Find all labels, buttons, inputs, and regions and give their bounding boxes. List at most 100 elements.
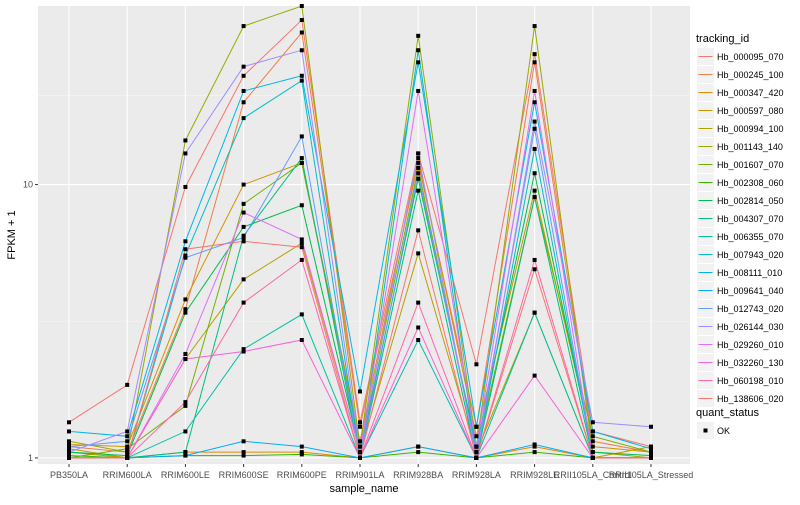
data-point-8-1 — [67, 453, 71, 458]
data-point-1-5 — [299, 17, 304, 22]
data-point-14-9 — [532, 442, 537, 447]
data-point-4-7 — [416, 156, 421, 161]
data-point-9-2 — [125, 453, 130, 458]
data-point-20-11 — [649, 455, 653, 460]
data-point-18-4 — [241, 349, 246, 354]
data-point-6-9 — [532, 24, 537, 29]
data-point-9-10 — [590, 450, 595, 455]
data-point-7-2 — [125, 446, 130, 451]
data-point-6-7 — [416, 33, 421, 38]
data-point-4-1 — [67, 442, 71, 447]
data-point-6-1 — [67, 439, 71, 444]
x-axis-title: sample_name — [329, 483, 398, 495]
data-point-20-7 — [416, 228, 421, 233]
legend: tracking_id Hb_000095_070Hb_000245_100Hb… — [696, 33, 784, 439]
data-point-7-6 — [358, 444, 362, 449]
data-point-17-8 — [474, 444, 479, 449]
data-point-10-7 — [416, 188, 421, 193]
data-point-9-5 — [299, 203, 304, 208]
data-point-11-3 — [183, 429, 188, 434]
data-point-8-5 — [299, 452, 304, 457]
data-point-1-3 — [183, 184, 188, 189]
legend-label-12: Hb_007943_020 — [717, 250, 784, 260]
data-point-9-7 — [416, 176, 421, 181]
data-point-10-5 — [299, 156, 304, 161]
legend-label-16: Hb_026144_030 — [717, 322, 784, 332]
grid-layer — [38, 6, 690, 464]
x-tick-label-0: PB350LA — [50, 470, 88, 480]
data-point-14-4 — [241, 439, 246, 444]
data-point-16-4 — [241, 64, 246, 69]
legend-label-15: Hb_012743_020 — [717, 304, 784, 314]
data-point-15-9 — [532, 126, 537, 131]
data-point-20-3 — [183, 247, 188, 252]
data-point-14-5 — [299, 444, 304, 449]
shape-legend-marker — [703, 428, 708, 433]
data-point-4-4 — [241, 182, 246, 187]
data-point-5-7 — [416, 251, 421, 256]
data-point-4-10 — [590, 444, 595, 449]
data-point-10-3 — [183, 450, 188, 455]
data-point-20-6 — [358, 455, 362, 460]
legend-label-5: Hb_000994_100 — [717, 124, 784, 134]
legend-label-9: Hb_002814_050 — [717, 196, 784, 206]
data-point-16-3 — [183, 151, 188, 156]
data-point-20-5 — [299, 245, 304, 250]
data-point-18-9 — [532, 373, 537, 378]
x-tick-label-5: RRIM901LA — [335, 470, 384, 480]
legend-label-8: Hb_002308_060 — [717, 178, 784, 188]
shape-legend-title: quant_status — [696, 407, 759, 419]
data-point-13-1 — [67, 429, 71, 434]
data-point-9-3 — [183, 310, 188, 315]
x-tick-label-4: RRIM600PE — [277, 470, 327, 480]
data-point-13-2 — [125, 434, 130, 439]
y-tick-label-0: 1 — [28, 453, 33, 463]
data-point-14-3 — [183, 453, 188, 458]
data-point-11-9 — [532, 310, 537, 315]
legend-items: Hb_000095_070 Hb_000245_100 Hb_000347_420 H… — [697, 48, 784, 407]
legend-title: tracking_id — [696, 33, 749, 45]
data-point-15-3 — [183, 255, 188, 260]
data-point-4-2 — [125, 444, 130, 449]
data-point-18-3 — [183, 357, 188, 362]
legend-label-10: Hb_004307_070 — [717, 214, 784, 224]
data-point-13-10 — [590, 429, 595, 434]
data-point-15-7 — [416, 171, 421, 176]
data-point-17-3 — [183, 351, 188, 356]
plot-panel — [38, 6, 690, 464]
data-point-12-3 — [183, 253, 188, 258]
legend-label-3: Hb_000347_420 — [717, 88, 784, 98]
data-point-11-4 — [241, 347, 246, 352]
data-point-13-4 — [241, 88, 246, 93]
data-point-5-1 — [67, 446, 71, 451]
data-point-15-4 — [241, 235, 246, 240]
data-point-20-1 — [67, 455, 71, 460]
data-point-14-7 — [416, 444, 421, 449]
legend-label-7: Hb_001607_070 — [717, 160, 784, 170]
data-point-13-7 — [416, 60, 421, 65]
data-point-2-7 — [416, 160, 421, 165]
data-point-16-9 — [532, 119, 537, 124]
data-point-7-10 — [590, 434, 595, 439]
data-point-6-2 — [125, 450, 130, 455]
data-point-6-5 — [299, 4, 304, 8]
data-point-19-9 — [532, 257, 537, 262]
data-point-16-7 — [416, 151, 421, 156]
data-point-17-7 — [416, 88, 421, 93]
x-tick-label-3: RRIM600SE — [219, 470, 269, 480]
data-point-10-9 — [532, 195, 537, 200]
data-point-17-5 — [299, 237, 304, 242]
point-layer — [67, 4, 653, 460]
data-point-16-2 — [125, 429, 130, 434]
legend-label-2: Hb_000245_100 — [717, 70, 784, 80]
data-point-15-8 — [474, 450, 479, 455]
data-point-2-6 — [358, 424, 362, 429]
x-tick-label-10: RRII105LA_Stressed — [609, 470, 694, 480]
data-point-20-10 — [590, 455, 595, 460]
data-point-1-9 — [532, 52, 537, 57]
data-point-1-4 — [241, 73, 246, 78]
data-point-1-2 — [125, 382, 130, 387]
data-point-20-2 — [125, 455, 130, 460]
data-point-6-4 — [241, 24, 246, 29]
